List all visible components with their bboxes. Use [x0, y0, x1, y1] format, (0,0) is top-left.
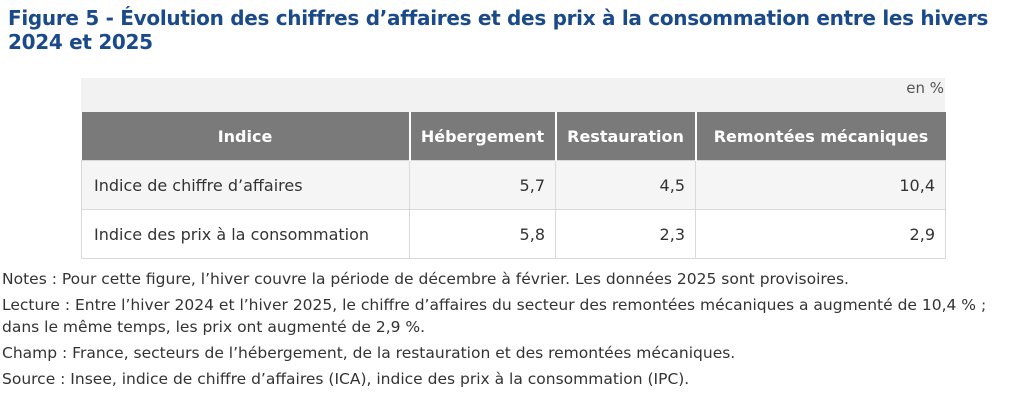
data-table: Indice Hébergement Restauration Remontée…: [81, 112, 946, 259]
scope-text: Champ : France, secteurs de l’hébergemen…: [2, 344, 736, 362]
column-header-hebergement: Hébergement: [408, 112, 556, 161]
cell-value: 5,7: [409, 160, 556, 210]
cell-value: 10,4: [695, 160, 946, 210]
data-table-container: en % Indice Hébergement Restauration Rem…: [81, 78, 946, 259]
cell-value: 2,3: [555, 209, 696, 259]
source-text: Source : Insee, indice de chiffre d’affa…: [2, 370, 690, 388]
column-header-restauration: Restauration: [554, 112, 696, 161]
row-label: Indice de chiffre d’affaires: [81, 160, 410, 210]
column-header-indice: Indice: [81, 112, 410, 161]
notes-text: Notes : Pour cette figure, l’hiver couvr…: [2, 270, 849, 288]
reading-text: Lecture : Entre l’hiver 2024 et l’hiver …: [2, 296, 987, 336]
cell-value: 2,9: [695, 209, 946, 259]
table-header-row: Indice Hébergement Restauration Remontée…: [81, 112, 946, 161]
cell-value: 4,5: [555, 160, 696, 210]
notes-section: Notes : Pour cette figure, l’hiver couvr…: [2, 268, 1017, 394]
unit-label: en %: [906, 79, 944, 97]
table-row: Indice de chiffre d’affaires 5,7 4,5 10,…: [81, 160, 946, 210]
cell-value: 5,8: [409, 209, 556, 259]
column-header-remontees: Remontées mécaniques: [694, 112, 946, 161]
figure-title: Figure 5 - Évolution des chiffres d’affa…: [8, 6, 989, 54]
row-label: Indice des prix à la consommation: [81, 209, 410, 259]
table-row: Indice des prix à la consommation 5,8 2,…: [81, 209, 946, 259]
